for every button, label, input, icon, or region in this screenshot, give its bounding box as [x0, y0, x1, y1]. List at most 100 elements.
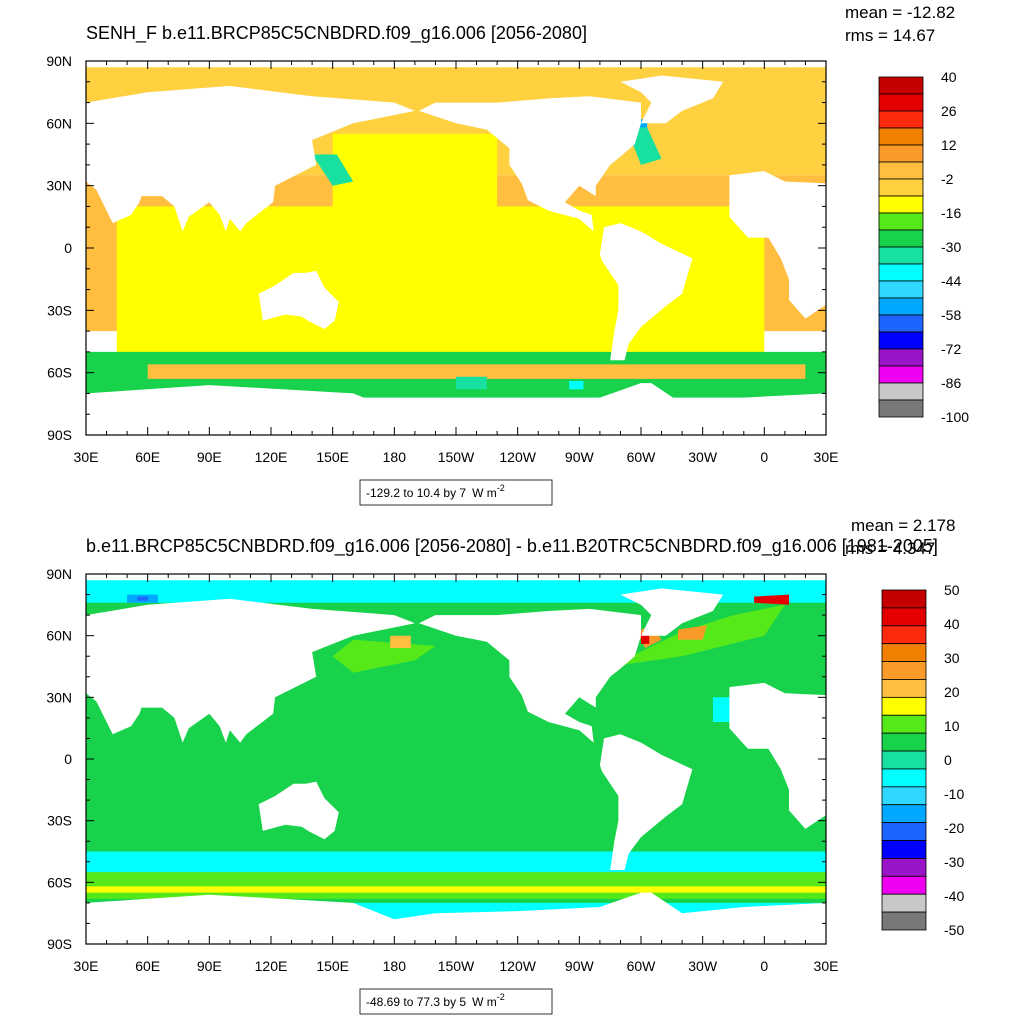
- rms-label: rms = 4.347: [845, 539, 935, 558]
- colorbar-label: -72: [941, 341, 961, 357]
- colorbar-box: [881, 679, 927, 698]
- colorbar-label: 26: [941, 103, 957, 119]
- colorbar-box: [881, 840, 927, 859]
- field-region: [147, 364, 806, 379]
- y-tick-label: 90S: [47, 427, 72, 443]
- x-tick-label: 30W: [688, 449, 718, 465]
- colorbar-box: [881, 858, 927, 877]
- colorbar-box: [881, 768, 927, 788]
- x-tick-label: 30E: [814, 449, 839, 465]
- map-title: SENH_F b.e11.BRCP85C5CNBDRD.f09_g16.006 …: [86, 23, 587, 44]
- colorbar-box: [878, 246, 924, 265]
- mean-label: mean = -12.82: [845, 3, 955, 22]
- land-africa: [729, 682, 826, 829]
- field-region: [312, 154, 354, 186]
- colorbar-box: [881, 786, 927, 806]
- contour-info-text: -129.2 to 10.4 by 7 W m-2: [366, 483, 505, 500]
- contour-units-exponent: -2: [497, 483, 505, 493]
- field-region: [390, 635, 411, 648]
- x-tick-label: 60E: [135, 449, 160, 465]
- colorbar-label: -10: [944, 786, 964, 802]
- colorbar-box: [881, 696, 927, 716]
- contour-info-text: -48.69 to 77.3 by 5 W m-2: [366, 992, 505, 1009]
- field-region: [754, 594, 789, 605]
- x-tick-label: 30E: [74, 958, 99, 974]
- heatmap-field: [86, 61, 826, 435]
- colorbar-label: 20: [944, 684, 960, 700]
- field-region: [641, 633, 650, 644]
- colorbar-box: [878, 178, 924, 197]
- colorbar-box: [881, 589, 927, 609]
- x-tick-label: 30W: [688, 958, 718, 974]
- colorbar-box: [881, 893, 927, 913]
- colorbar-label: -86: [941, 375, 961, 391]
- field-region: [86, 886, 826, 893]
- x-tick-label: 30E: [74, 449, 99, 465]
- x-tick-label: 150E: [316, 958, 349, 974]
- field-region: [456, 376, 487, 390]
- contour-range: -48.69 to 77.3 by 5: [366, 995, 466, 1009]
- land-eurasia: [86, 598, 415, 743]
- x-tick-label: 90E: [197, 958, 222, 974]
- land-antarctica: [86, 892, 826, 944]
- colorbar-box: [878, 297, 924, 316]
- field-region: [86, 872, 826, 899]
- x-tick-label: 60W: [627, 449, 657, 465]
- x-tick-label: 120E: [255, 449, 288, 465]
- colorbar-label: 50: [944, 582, 960, 598]
- x-tick-label: 180: [383, 449, 407, 465]
- colorbar-box: [881, 822, 927, 841]
- colorbar-label: 10: [944, 718, 960, 734]
- land-namerica: [419, 608, 641, 743]
- colorbar-box: [878, 93, 924, 112]
- colorbar-label: 40: [941, 69, 957, 85]
- land-eurasia: [86, 85, 415, 232]
- map-title: b.e11.BRCP85C5CNBDRD.f09_g16.006 [2056-2…: [86, 536, 938, 557]
- colorbar-label: 0: [944, 752, 952, 768]
- colorbar-box: [878, 314, 924, 333]
- rms-label: rms = 14.67: [845, 26, 935, 45]
- colorbar-box: [881, 875, 927, 895]
- colorbar-box: [878, 229, 924, 248]
- y-tick-label: 30N: [46, 178, 72, 194]
- colorbar-box: [881, 607, 927, 627]
- colorbar-box: [878, 144, 924, 163]
- colorbar-box: [878, 195, 924, 214]
- map-panel-1: SENH_F b.e11.BRCP85C5CNBDRD.f09_g16.006 …: [46, 3, 969, 506]
- colorbar-box: [878, 212, 924, 231]
- colorbar-label: -30: [944, 854, 964, 870]
- land-australia: [258, 270, 339, 329]
- x-tick-label: 120W: [499, 449, 536, 465]
- colorbar-label: -100: [941, 409, 969, 425]
- colorbar-box: [881, 643, 927, 662]
- colorbar-label: -50: [944, 922, 964, 938]
- colorbar-box: [878, 161, 924, 180]
- contour-info-frame: [359, 479, 553, 506]
- contour-range: -129.2 to 10.4 by 7: [366, 486, 466, 500]
- colorbar-box: [881, 661, 927, 680]
- map-panel-2: b.e11.BRCP85C5CNBDRD.f09_g16.006 [2056-2…: [46, 516, 964, 1015]
- field-region: [86, 851, 826, 879]
- x-tick-label: 150W: [438, 449, 475, 465]
- contour-units: W m: [472, 486, 497, 500]
- y-tick-label: 60S: [47, 874, 72, 890]
- colorbar-box: [878, 348, 924, 367]
- contour-info-box: -48.69 to 77.3 by 5 W m-2: [359, 988, 553, 1015]
- x-tick-label: 60W: [627, 958, 657, 974]
- y-tick-label: 30S: [47, 302, 72, 318]
- land-greenland: [620, 588, 724, 636]
- land-samerica: [599, 223, 693, 361]
- x-tick-label: 120W: [499, 958, 536, 974]
- x-tick-label: 90W: [565, 449, 595, 465]
- colorbar: 40 26 12 -2 -16 -30 -44 -58 -72 -86 -100: [878, 69, 969, 425]
- y-tick-label: 0: [64, 240, 72, 256]
- field-region: [569, 381, 584, 390]
- y-tick-label: 0: [64, 751, 72, 767]
- colorbar-box: [878, 76, 924, 95]
- colorbar-box: [881, 750, 927, 770]
- colorbar-box: [881, 714, 927, 734]
- mean-label: mean = 2.178: [851, 516, 955, 535]
- field-region: [137, 596, 148, 601]
- colorbar-label: -30: [941, 239, 961, 255]
